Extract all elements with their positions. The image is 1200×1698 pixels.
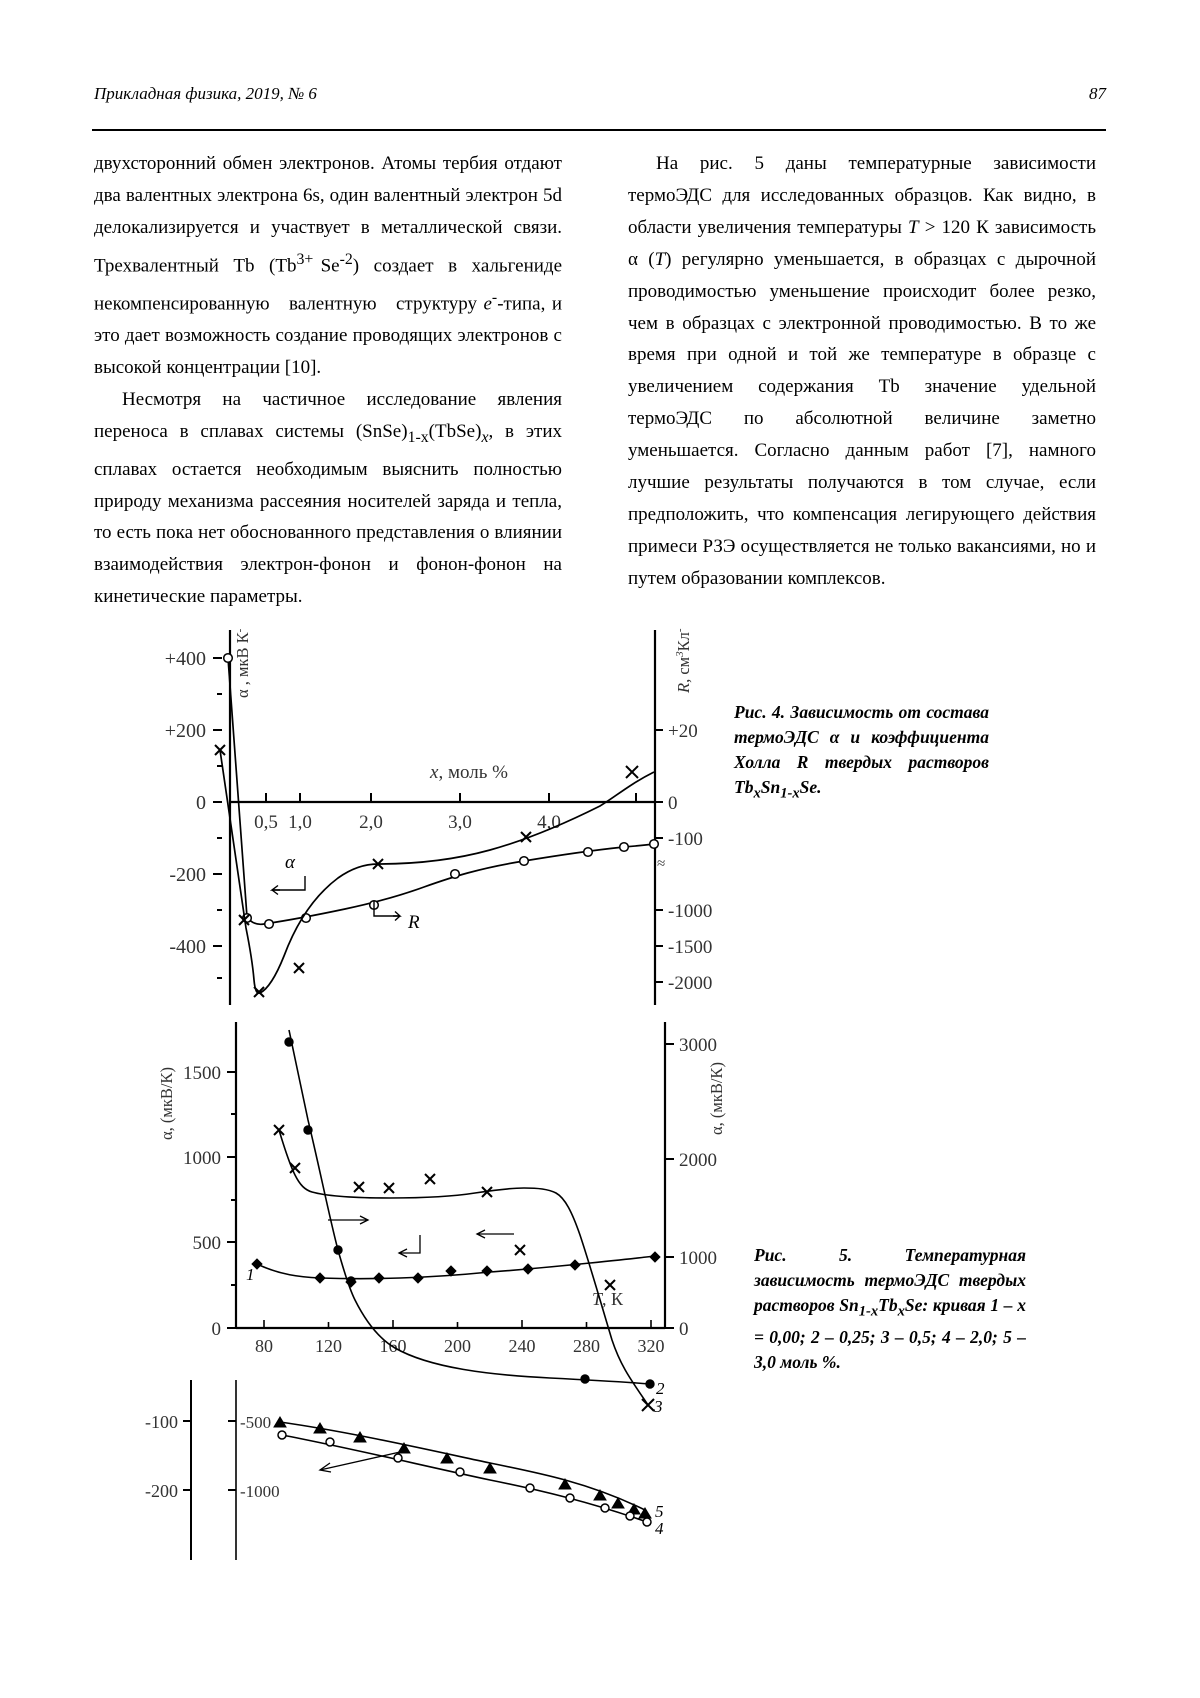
svg-text:1000: 1000 [183, 1148, 221, 1169]
svg-text:-1500: -1500 [668, 937, 712, 958]
svg-text:x, моль %: x, моль % [429, 762, 508, 783]
svg-text:+400: +400 [165, 648, 206, 670]
svg-text:2: 2 [656, 1379, 665, 1398]
svg-text:R, см3Кл-1: R, см3Кл-1 [674, 628, 693, 694]
svg-text:α , мкВ К-1: α , мкВ К-1 [233, 628, 252, 698]
svg-text:3000: 3000 [679, 1035, 717, 1056]
svg-text:200: 200 [444, 1336, 471, 1356]
svg-text:3,0: 3,0 [448, 812, 472, 833]
svg-text:120: 120 [315, 1336, 342, 1356]
svg-text:+20: +20 [668, 721, 698, 742]
svg-text:1: 1 [246, 1265, 255, 1284]
svg-text:500: 500 [193, 1233, 222, 1254]
svg-text:≈: ≈ [657, 856, 665, 872]
svg-text:0: 0 [668, 793, 678, 814]
svg-text:4: 4 [655, 1519, 664, 1538]
svg-text:α, (мкВ/К): α, (мкВ/К) [157, 1067, 176, 1140]
svg-text:-400: -400 [169, 936, 206, 958]
svg-text:-500: -500 [240, 1413, 271, 1432]
svg-text:R: R [407, 912, 420, 933]
svg-text:3: 3 [653, 1397, 663, 1416]
svg-text:-100: -100 [668, 829, 703, 850]
svg-text:-1000: -1000 [240, 1482, 280, 1501]
svg-text:0: 0 [212, 1319, 222, 1340]
svg-text:α, (мкВ/К): α, (мкВ/К) [707, 1062, 726, 1135]
svg-text:-100: -100 [145, 1412, 178, 1432]
svg-text:240: 240 [509, 1336, 536, 1356]
svg-text:-200: -200 [145, 1481, 178, 1501]
svg-text:+200: +200 [165, 720, 206, 742]
svg-text:α: α [285, 852, 296, 873]
svg-text:T, К: T, К [592, 1289, 624, 1309]
svg-text:0,5: 0,5 [254, 812, 278, 833]
svg-text:1500: 1500 [183, 1063, 221, 1084]
svg-text:0: 0 [196, 792, 206, 814]
svg-text:0: 0 [679, 1319, 689, 1340]
svg-text:1000: 1000 [679, 1248, 717, 1269]
svg-text:2000: 2000 [679, 1150, 717, 1171]
svg-text:-200: -200 [169, 864, 206, 886]
svg-text:1,0: 1,0 [288, 812, 312, 833]
svg-text:80: 80 [255, 1336, 273, 1356]
svg-text:320: 320 [638, 1336, 665, 1356]
svg-text:-1000: -1000 [668, 901, 712, 922]
svg-text:280: 280 [573, 1336, 600, 1356]
svg-text:2,0: 2,0 [359, 812, 383, 833]
svg-text:-2000: -2000 [668, 973, 712, 994]
